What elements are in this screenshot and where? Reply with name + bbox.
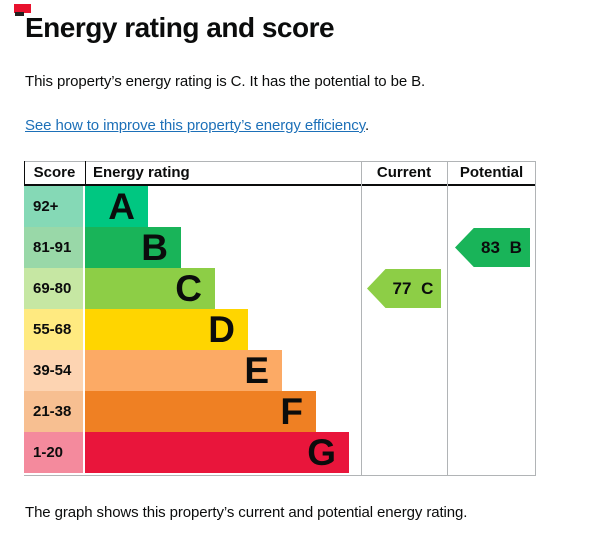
band-rows: 92+ A 81-91 B 69-80 C 55-68 D 39-54 E 21-38 F 1-20 G — [24, 186, 361, 473]
band-letter: E — [244, 350, 269, 391]
band-row: 39-54 E — [24, 350, 361, 391]
current-rating-arrow: 77 C — [367, 269, 441, 308]
band-letter: A — [108, 186, 135, 227]
band-letter: D — [208, 309, 235, 350]
column-header-score: Score — [33, 164, 76, 181]
band-row: 81-91 B — [24, 227, 361, 268]
red-marker-dark-block — [15, 12, 24, 16]
band-row: 21-38 F — [24, 391, 361, 432]
band-row: 1-20 G — [24, 432, 361, 473]
score-range-label: 69-80 — [24, 268, 83, 309]
chart-caption: The graph shows this property’s current … — [25, 504, 468, 521]
band-bar-e: E — [85, 350, 282, 391]
score-range-label: 55-68 — [24, 309, 83, 350]
score-range-label: 21-38 — [24, 391, 83, 432]
improve-link-line: See how to improve this property’s energ… — [25, 117, 369, 134]
score-range-label: 92+ — [24, 186, 83, 227]
header-score-divider — [85, 161, 86, 184]
band-bar-a: A — [85, 186, 148, 227]
band-bar-b: B — [85, 227, 181, 268]
column-header-potential: Potential — [459, 164, 524, 181]
chart-top-border — [24, 161, 536, 162]
band-letter: F — [280, 391, 303, 432]
score-range-label: 39-54 — [24, 350, 83, 391]
link-period: . — [364, 117, 370, 134]
potential-column-divider — [447, 161, 448, 476]
band-row: 92+ A — [24, 186, 361, 227]
band-letter: G — [307, 432, 336, 473]
potential-rating-label: 83 B — [481, 237, 522, 257]
current-column-divider — [361, 161, 362, 476]
summary-text: This property’s energy rating is C. It h… — [25, 73, 426, 90]
red-marker-red-block — [14, 4, 31, 13]
band-row: 55-68 D — [24, 309, 361, 350]
red-marker-icon — [14, 4, 32, 16]
band-letter: C — [175, 268, 202, 309]
band-bar-f: F — [85, 391, 316, 432]
band-bar-d: D — [85, 309, 248, 350]
current-rating-label: 77 C — [392, 278, 434, 298]
score-range-label: 1-20 — [24, 432, 83, 473]
header-left-border — [24, 161, 25, 184]
band-row: 69-80 C — [24, 268, 361, 309]
band-bar-g: G — [85, 432, 349, 473]
chart-bottom-border — [24, 475, 536, 476]
column-header-current: Current — [376, 164, 432, 181]
potential-rating-arrow: 83 B — [455, 228, 530, 267]
score-range-label: 81-91 — [24, 227, 83, 268]
improve-efficiency-link[interactable]: See how to improve this property’s energ… — [25, 117, 365, 134]
band-bar-c: C — [85, 268, 215, 309]
page-title: Energy rating and score — [25, 12, 335, 43]
chart-right-border — [535, 161, 536, 476]
column-header-energy-rating: Energy rating — [93, 164, 190, 181]
chart-header-underline — [24, 184, 536, 186]
energy-rating-chart: Score Energy rating Current Potential 92… — [24, 161, 536, 477]
band-letter: B — [141, 227, 168, 268]
